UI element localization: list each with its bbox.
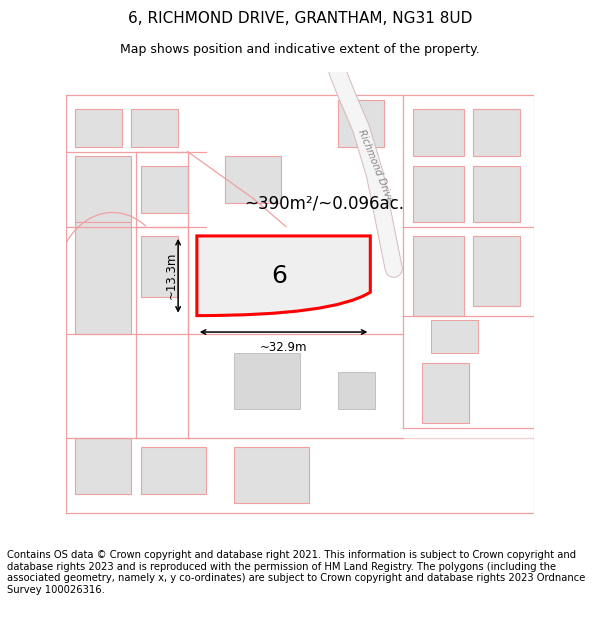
Polygon shape bbox=[235, 447, 310, 503]
Text: Richmond Drive: Richmond Drive bbox=[356, 127, 394, 204]
PathPatch shape bbox=[197, 236, 370, 316]
Text: 6: 6 bbox=[271, 264, 287, 288]
Polygon shape bbox=[131, 109, 178, 147]
Polygon shape bbox=[413, 236, 464, 316]
Polygon shape bbox=[473, 109, 520, 156]
Polygon shape bbox=[473, 236, 520, 306]
Polygon shape bbox=[215, 250, 300, 311]
Polygon shape bbox=[75, 109, 122, 147]
Polygon shape bbox=[140, 236, 178, 297]
Polygon shape bbox=[473, 166, 520, 222]
Text: ~390m²/~0.096ac.: ~390m²/~0.096ac. bbox=[244, 194, 404, 213]
Polygon shape bbox=[75, 438, 131, 494]
Polygon shape bbox=[225, 156, 281, 203]
Polygon shape bbox=[337, 372, 375, 409]
Text: ~13.3m: ~13.3m bbox=[164, 252, 178, 299]
Polygon shape bbox=[140, 166, 187, 212]
Polygon shape bbox=[337, 100, 385, 147]
Polygon shape bbox=[413, 166, 464, 222]
Polygon shape bbox=[75, 156, 131, 222]
Text: Map shows position and indicative extent of the property.: Map shows position and indicative extent… bbox=[120, 42, 480, 56]
Polygon shape bbox=[413, 109, 464, 156]
Text: Contains OS data © Crown copyright and database right 2021. This information is : Contains OS data © Crown copyright and d… bbox=[7, 550, 586, 595]
Polygon shape bbox=[422, 362, 469, 424]
Polygon shape bbox=[140, 447, 206, 494]
Polygon shape bbox=[235, 353, 300, 409]
Text: 6, RICHMOND DRIVE, GRANTHAM, NG31 8UD: 6, RICHMOND DRIVE, GRANTHAM, NG31 8UD bbox=[128, 11, 472, 26]
Polygon shape bbox=[431, 320, 478, 353]
Polygon shape bbox=[75, 222, 131, 334]
Text: ~32.9m: ~32.9m bbox=[260, 341, 307, 354]
